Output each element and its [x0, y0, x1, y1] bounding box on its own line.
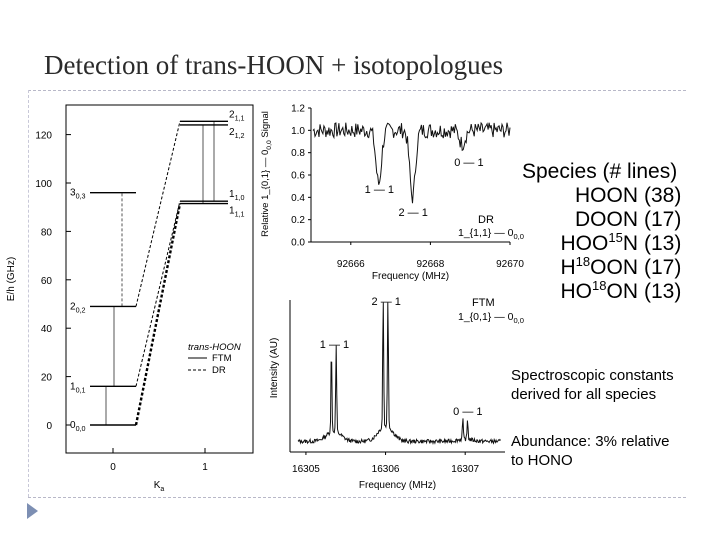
species-row: HOON (38): [518, 184, 718, 208]
x-axis-label: Frequency (MHz): [359, 480, 436, 491]
isotope-superscript: 15: [608, 230, 623, 245]
species-name-part: N: [622, 232, 638, 255]
x-tick-label: 16306: [372, 464, 400, 475]
note-line: Abundance: 3% relative: [511, 433, 670, 450]
left-margin-line: [28, 90, 29, 497]
transition-dr: [135, 121, 181, 307]
constants-note: Spectroscopic constants derived for all …: [511, 366, 674, 404]
y-tick-label: 80: [41, 227, 53, 238]
dr-trace: [312, 121, 511, 204]
species-lines: (17): [644, 208, 682, 231]
level-label: 11,1: [229, 206, 245, 219]
species-name: HOO15N: [518, 230, 644, 256]
level-label: 20,2: [70, 301, 86, 314]
y-tick-label: 60: [41, 276, 53, 287]
y-tick-label: 0.4: [291, 193, 305, 204]
y-tick-label: 0: [46, 421, 52, 432]
abundance-note: Abundance: 3% relative to HONO: [511, 432, 669, 470]
x-tick-label: 16307: [451, 464, 479, 475]
y-tick-label: 40: [41, 324, 53, 335]
slide-bullet-arrow-icon: [27, 503, 38, 519]
species-name: HOON: [575, 184, 638, 207]
ftm-spectrum: 16305 16306 16307 Frequency (MHz) Intensity …: [269, 296, 524, 491]
species-name-part: ON: [606, 280, 639, 303]
peak-label: 2 — 1: [398, 207, 427, 219]
species-row: HOO15N (13): [518, 230, 718, 256]
species-lines: (17): [644, 256, 682, 279]
transition-dr: [134, 203, 182, 426]
x-tick-label: 92670: [496, 259, 524, 270]
note-line: to HONO: [511, 452, 573, 469]
y-axis-label: Intensity (AU): [269, 338, 280, 399]
energy-level-diagram: 0 20 40 60 80 100 120 0 1 E/h (GHz) Ka 00,0 10,1 20,2…: [6, 104, 254, 493]
species-lines: (13): [644, 280, 682, 303]
y-tick-label: 20: [41, 373, 53, 384]
transition-dr: [135, 201, 181, 387]
species-lines: (13): [644, 232, 682, 255]
plot-frame: [65, 104, 254, 454]
species-name-part: H: [560, 256, 576, 279]
peak-label: 1 — 1: [365, 184, 394, 196]
species-row: HO18ON (13): [518, 278, 718, 304]
peak-label: 0 — 1: [454, 157, 483, 169]
x-axis-label: Frequency (MHz): [372, 271, 449, 282]
peak-label: 2 — 1: [372, 296, 401, 308]
peak-label: 1 — 1: [320, 339, 349, 351]
y-tick-label: 0.2: [291, 215, 305, 226]
y-tick-label: 1.2: [291, 104, 305, 115]
species-row: H18OON (17): [518, 254, 718, 280]
species-name-part: HO: [560, 280, 593, 303]
y-tick-label: 0.0: [291, 238, 305, 249]
transition-label: 1_{0,1} — 00,0: [458, 311, 524, 325]
legend-label: FTM: [212, 353, 232, 364]
level-label: 10,1: [70, 381, 86, 394]
legend-label: DR: [212, 365, 226, 376]
species-header: Species (# lines): [522, 160, 678, 183]
title-divider: [28, 90, 686, 91]
species-name-part: HOO: [560, 232, 609, 255]
transition-label: 1_{1,1} — 00,0: [458, 227, 524, 241]
species-row: DOON (17): [518, 208, 718, 232]
slide-title: Detection of trans-HOON + isotopologues: [44, 50, 504, 80]
x-tick-label: 92668: [416, 259, 444, 270]
y-axis-label: Relative 1_{0,1} — 00,0 Signal: [260, 111, 273, 237]
y-tick-label: 0.8: [291, 148, 305, 159]
level-label: 11,0: [229, 189, 245, 202]
y-tick-label: 100: [35, 179, 52, 190]
species-name: HO18ON: [518, 278, 644, 304]
x-axis-label: Ka: [154, 480, 165, 493]
y-tick-label: 0.6: [291, 171, 305, 182]
x-tick-label: 1: [202, 462, 208, 473]
spectrum-title: FTM: [472, 297, 495, 309]
spectrum-title: DR: [478, 214, 494, 226]
ftm-trace: [297, 302, 501, 445]
dr-spectrum: 0.0 0.2 0.4 0.6 0.8 1.0 1.2 92666 92668 92670 Freq…: [260, 104, 524, 283]
level-label: 21,1: [229, 109, 245, 122]
isotope-superscript: 18: [575, 254, 591, 269]
species-name-part: OON: [590, 256, 638, 279]
legend-title: trans-HOON: [188, 342, 241, 353]
peak-label: 0 — 1: [453, 406, 482, 418]
x-tick-label: 0: [110, 462, 116, 473]
footer-divider: [28, 497, 686, 498]
isotope-superscript: 18: [592, 278, 607, 293]
level-label: 30,3: [70, 188, 86, 201]
y-tick-label: 120: [35, 131, 52, 142]
level-label: 00,0: [70, 420, 86, 433]
note-line: derived for all species: [511, 386, 657, 403]
y-tick-label: 1.0: [291, 126, 305, 137]
x-tick-label: 16305: [292, 464, 320, 475]
x-tick-label: 92666: [337, 259, 365, 270]
species-name: DOON: [575, 208, 638, 231]
note-line: Spectroscopic constants: [511, 367, 674, 384]
level-label: 21,2: [229, 127, 245, 140]
y-axis-label: E/h (GHz): [6, 257, 17, 301]
species-lines: (38): [644, 184, 682, 207]
species-list: Species (# lines) HOON (38) DOON (17) HO…: [518, 160, 718, 304]
species-name: H18OON: [518, 254, 644, 280]
